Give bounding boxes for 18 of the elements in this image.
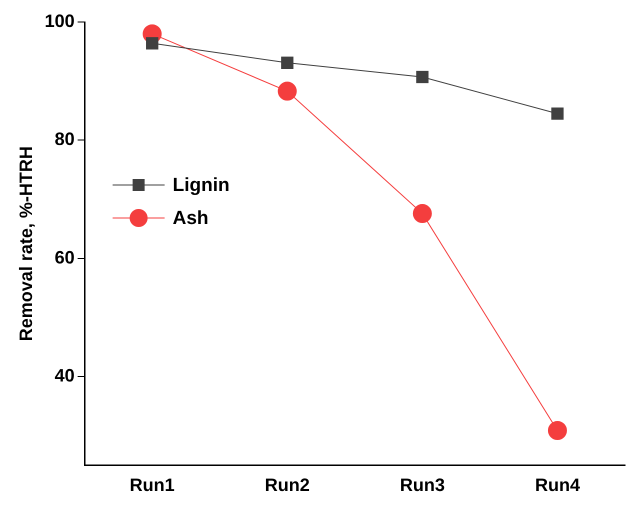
y-tick-label: 100 (44, 10, 75, 31)
x-tick-label: Run2 (264, 475, 310, 496)
point (281, 56, 294, 69)
legend-label: Lignin (172, 175, 230, 196)
y-tick-label: 60 (54, 247, 75, 268)
point (551, 107, 564, 120)
x-tick-label: Run1 (130, 475, 175, 496)
legend-label: Ash (172, 208, 209, 230)
x-tick-label: Run4 (534, 475, 580, 496)
point (278, 82, 297, 101)
y-axis-title: Removal rate, %-HTRH (16, 146, 36, 342)
y-tick-label: 80 (54, 129, 75, 150)
point (412, 204, 432, 224)
point (548, 421, 567, 440)
x-tick-label: Run3 (400, 475, 445, 496)
point (146, 37, 158, 50)
point (416, 70, 429, 84)
y-tick-label: 40 (54, 366, 75, 386)
